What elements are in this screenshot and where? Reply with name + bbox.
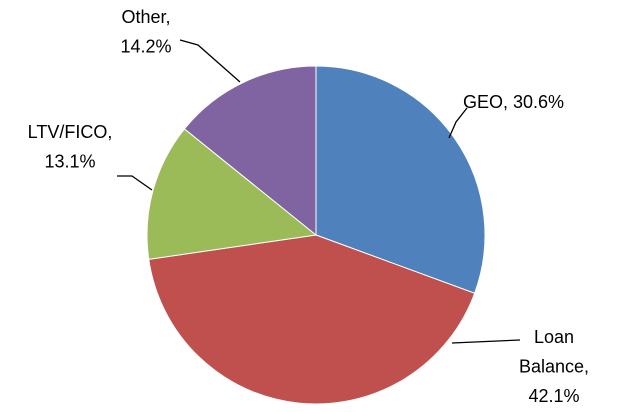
pie-slice [148, 234, 476, 405]
data-label: Other, [121, 7, 170, 27]
data-label: Loan [534, 327, 574, 347]
pie-slice [146, 128, 318, 260]
data-label: 14.2% [120, 36, 171, 56]
data-label: Balance, [519, 356, 589, 376]
pie-slice [183, 65, 317, 237]
data-label: 42.1% [528, 386, 579, 406]
leader-line [448, 107, 468, 139]
data-label: LTV/FICO, [28, 122, 113, 142]
data-label: 13.1% [44, 151, 95, 171]
pie-slice [315, 65, 486, 294]
data-label: GEO, 30.6% [463, 92, 564, 112]
leader-line [117, 175, 153, 191]
leader-line [179, 39, 241, 83]
leader-line [451, 339, 521, 344]
